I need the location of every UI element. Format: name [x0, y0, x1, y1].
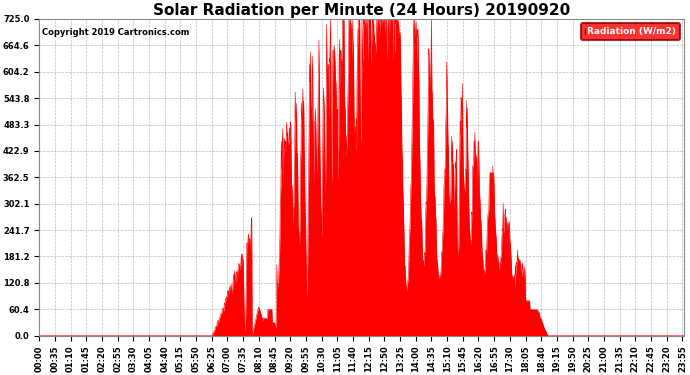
Title: Solar Radiation per Minute (24 Hours) 20190920: Solar Radiation per Minute (24 Hours) 20…	[153, 3, 571, 18]
Legend: Radiation (W/m2): Radiation (W/m2)	[581, 24, 680, 40]
Text: Copyright 2019 Cartronics.com: Copyright 2019 Cartronics.com	[43, 28, 190, 38]
